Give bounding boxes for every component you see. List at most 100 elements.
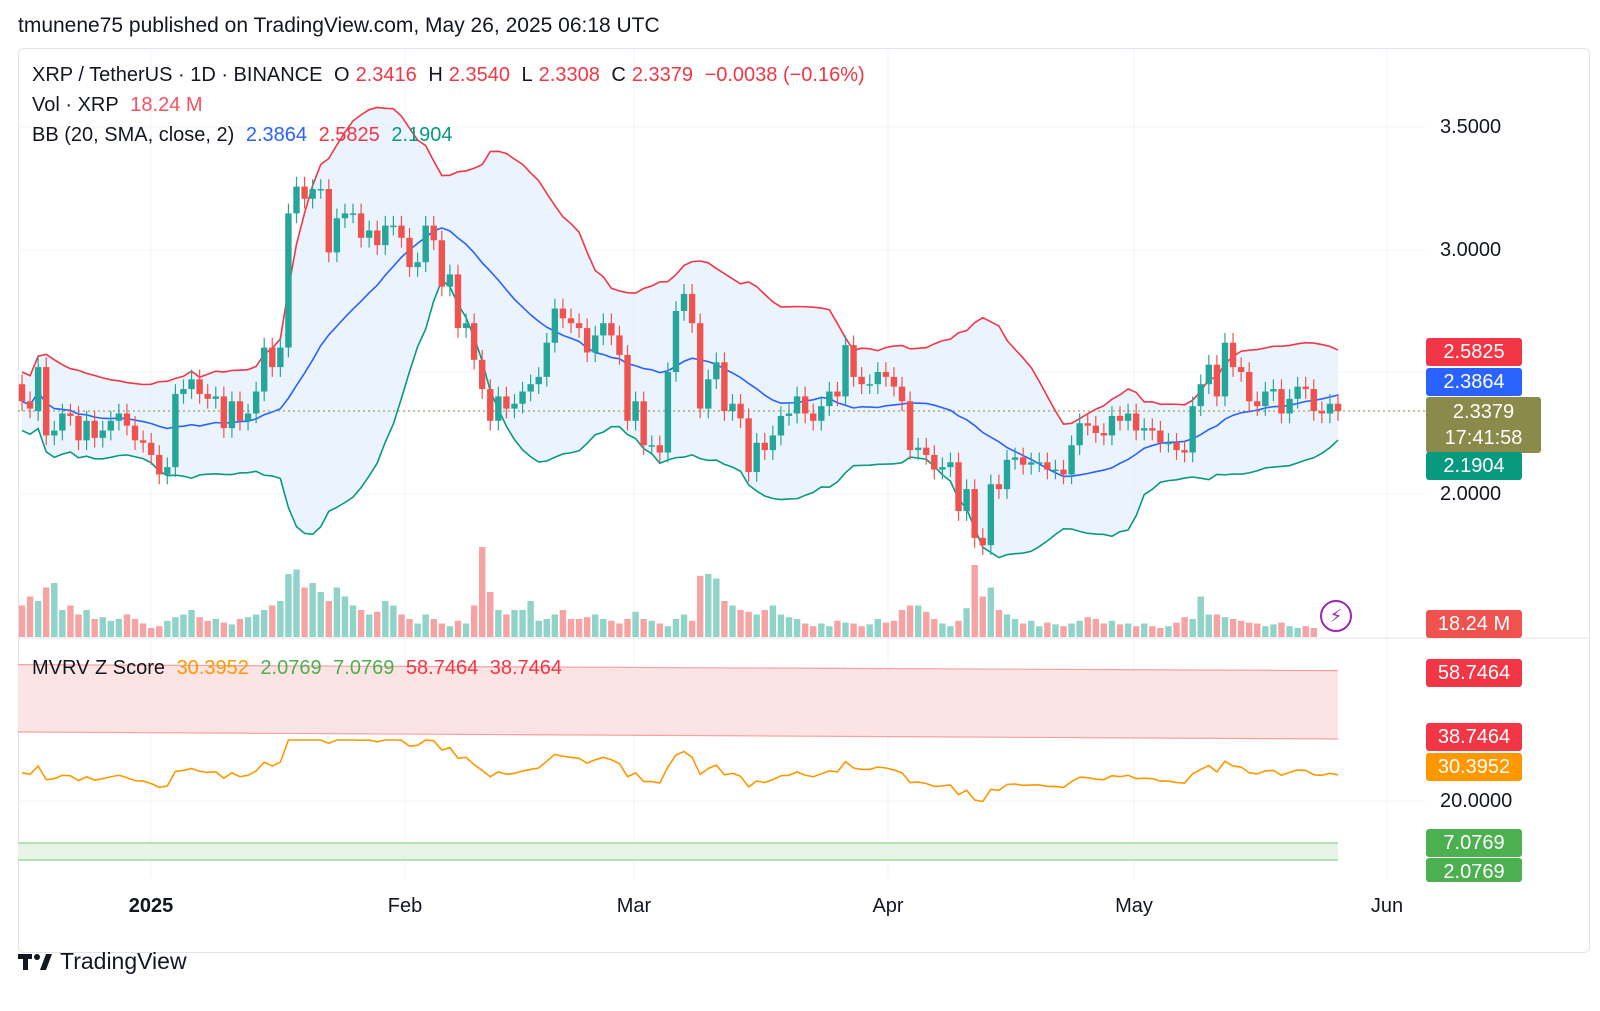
volume-bar bbox=[769, 605, 777, 637]
volume-bar bbox=[729, 605, 736, 637]
volume-bar bbox=[26, 596, 34, 637]
candle-body bbox=[1108, 415, 1116, 436]
candle-body bbox=[18, 384, 26, 402]
volume-bar bbox=[1262, 626, 1269, 637]
candle-body bbox=[1019, 457, 1027, 465]
bb-title[interactable]: BB (20, SMA, close, 2) bbox=[32, 124, 235, 146]
volume-bar bbox=[858, 626, 865, 637]
candle-body bbox=[971, 489, 978, 538]
mvrv-title[interactable]: MVRV Z Score bbox=[32, 657, 165, 679]
candle-body bbox=[1092, 425, 1099, 433]
candle-body bbox=[503, 396, 510, 409]
mvrv-high-line bbox=[17, 664, 1339, 672]
candle-body bbox=[59, 413, 66, 431]
volume-bar bbox=[527, 601, 534, 637]
volume-bar bbox=[1116, 624, 1124, 637]
volume-bar bbox=[1157, 628, 1164, 637]
candle-body bbox=[656, 445, 664, 453]
candle-body bbox=[777, 415, 785, 436]
candle-body bbox=[1294, 386, 1301, 399]
candle-body bbox=[99, 430, 106, 438]
volume-bar bbox=[1310, 628, 1317, 637]
volume-bar bbox=[196, 617, 203, 637]
candle-body bbox=[1011, 457, 1019, 460]
candle-body bbox=[810, 413, 817, 421]
volume-bar bbox=[212, 619, 219, 637]
volume-bar bbox=[107, 620, 115, 637]
candle-body bbox=[705, 379, 712, 409]
volume-bar bbox=[874, 619, 882, 637]
volume-bar bbox=[551, 614, 559, 637]
candle-body bbox=[898, 386, 906, 402]
volume-bar bbox=[1141, 623, 1148, 637]
candle-body bbox=[357, 213, 365, 238]
candle-body bbox=[519, 391, 526, 404]
volume-bar bbox=[559, 610, 567, 637]
candle-body bbox=[1173, 442, 1180, 451]
candle-body bbox=[575, 323, 583, 329]
volume-title[interactable]: Vol · XRP bbox=[32, 94, 119, 116]
volume-bar bbox=[745, 611, 752, 637]
x-label-jun: Jun bbox=[1370, 895, 1404, 917]
candle-body bbox=[696, 323, 704, 409]
volume-bar bbox=[252, 614, 260, 637]
volume-bar bbox=[842, 622, 849, 637]
volume-bar bbox=[341, 596, 349, 637]
candle-body bbox=[180, 389, 187, 394]
candle-body bbox=[624, 354, 631, 421]
volume-bar bbox=[632, 611, 639, 637]
candle-body bbox=[285, 213, 292, 348]
volume-bar bbox=[430, 619, 437, 637]
symbol-title[interactable]: XRP / TetherUS · 1D · BINANCE bbox=[32, 64, 323, 86]
candle-body bbox=[1278, 389, 1285, 414]
candle-body bbox=[664, 372, 672, 453]
candle-body bbox=[212, 396, 219, 399]
candle-body bbox=[293, 186, 300, 214]
volume-bar bbox=[680, 614, 688, 637]
volume-bar bbox=[1100, 623, 1108, 637]
candle-body bbox=[131, 425, 139, 441]
candle-body bbox=[75, 415, 82, 441]
volume-bar bbox=[1237, 620, 1245, 637]
volume-bar bbox=[1019, 623, 1027, 637]
candle-body bbox=[713, 362, 720, 380]
volume-bar bbox=[535, 620, 542, 637]
volume-bar bbox=[543, 619, 550, 637]
candle-body bbox=[1205, 364, 1213, 385]
candle-body bbox=[1270, 389, 1277, 392]
candle-body bbox=[939, 467, 946, 470]
publish-line: tmunene75 published on TradingView.com, … bbox=[18, 14, 660, 37]
candle-body bbox=[1326, 403, 1334, 414]
volume-bar bbox=[761, 610, 768, 637]
candle-body bbox=[188, 379, 195, 390]
low-legend: L 2.3308 bbox=[521, 64, 600, 86]
volume-bar bbox=[1278, 622, 1285, 637]
volume-bar bbox=[914, 605, 922, 637]
candle-body bbox=[1254, 401, 1261, 407]
volume-bar bbox=[478, 547, 486, 637]
candle-body bbox=[382, 225, 389, 246]
volume-bar bbox=[890, 620, 898, 637]
candle-body bbox=[769, 435, 777, 451]
candle-body bbox=[462, 323, 470, 329]
volume-bar bbox=[979, 596, 986, 637]
volume-bar bbox=[672, 619, 680, 637]
volume-bar bbox=[664, 626, 672, 637]
candle-body bbox=[931, 454, 938, 470]
candle-body bbox=[737, 403, 744, 419]
candle-body bbox=[333, 218, 341, 253]
volume-bar bbox=[705, 574, 712, 637]
volume-bar bbox=[285, 574, 292, 637]
candle-body bbox=[680, 293, 688, 311]
volume-bar bbox=[470, 605, 478, 637]
flash-icon[interactable]: ⚡ bbox=[1320, 600, 1352, 632]
candle-body bbox=[51, 430, 58, 436]
volume-bar bbox=[785, 617, 793, 637]
volume-bar bbox=[648, 620, 655, 637]
tradingview-logo[interactable]: TradingView bbox=[18, 948, 187, 975]
candle-body bbox=[1100, 433, 1108, 436]
candle-body bbox=[365, 230, 373, 238]
candle-body bbox=[269, 347, 276, 368]
bb-basis-line bbox=[21, 227, 1339, 478]
